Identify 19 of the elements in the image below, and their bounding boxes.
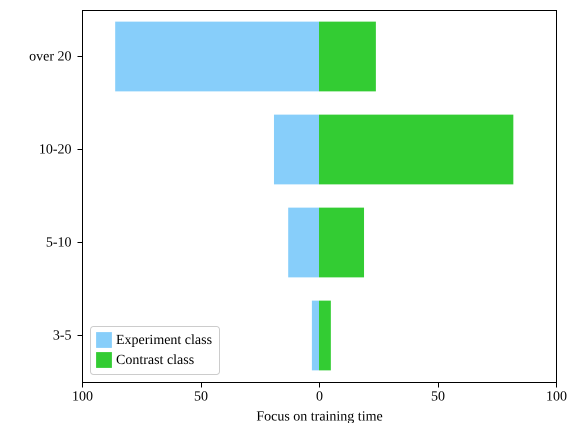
bar: [274, 114, 319, 184]
bar: [319, 208, 364, 278]
y-tick-label: over 20: [29, 50, 72, 64]
legend-label: Experiment class: [116, 333, 212, 348]
x-tick-label: 100: [546, 390, 567, 404]
x-tick-label: 50: [194, 390, 208, 404]
x-tick-label: 0: [316, 390, 323, 404]
bar: [115, 22, 319, 92]
bar: [319, 22, 376, 92]
bar: [319, 114, 514, 184]
y-tick-label: 3-5: [52, 328, 72, 344]
bar: [312, 300, 319, 370]
bar: [319, 300, 331, 370]
y-tick-label: 10-20: [38, 142, 72, 158]
y-tick-label: 5-10: [46, 236, 72, 250]
x-tick-label: 50: [431, 390, 445, 404]
legend-label: Contrast class: [116, 353, 194, 368]
bar: [288, 208, 319, 278]
x-tick-label: 100: [72, 390, 93, 404]
